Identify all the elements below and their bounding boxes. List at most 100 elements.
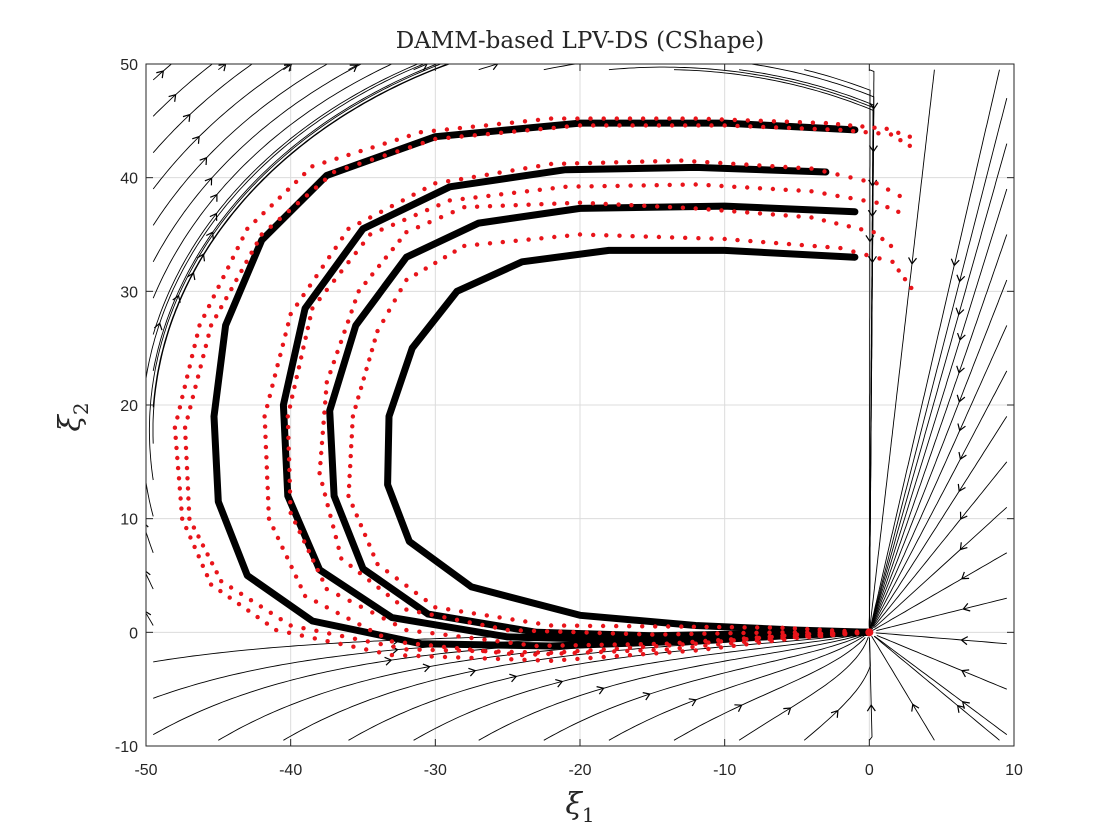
demonstration-point [885,205,890,210]
demonstration-point [379,227,384,232]
demonstration-point [460,196,465,202]
streamline [868,637,873,741]
demonstration-point [416,653,421,659]
demonstration-point [319,440,325,446]
demonstration-point [505,627,510,633]
demonstration-point [693,206,698,211]
demonstration-point [588,116,593,121]
demonstration-point [679,624,684,629]
demonstration-point [552,234,557,240]
streamline-arrow [204,177,213,186]
demonstration-point [278,617,283,622]
streamline [804,69,871,628]
demonstration-point [208,323,214,328]
demonstration-point [615,183,620,189]
demonstration-point [423,266,428,271]
demonstration-point [498,130,504,135]
demonstration-point [735,237,740,243]
demonstration-point [484,172,489,177]
demonstration-point [835,172,840,177]
demonstration-point [186,496,191,501]
demonstration-point [761,124,766,130]
demonstration-point [320,264,325,269]
demonstration-point [666,158,671,164]
demonstration-point [704,624,709,630]
demonstration-point [812,243,817,249]
demonstration-point [630,123,635,128]
streamline [873,635,1000,741]
demonstration-point [295,201,301,206]
demonstration-point [423,597,428,603]
demonstration-point [312,636,317,641]
demonstration-point [438,215,444,220]
demonstration-point [201,353,206,359]
demonstration-point [587,623,593,629]
demonstration-point [732,184,737,189]
streamline-arrow [468,667,477,677]
demonstration-point [313,185,319,190]
demonstration-point [442,255,448,260]
x-tick-label: -30 [424,762,447,779]
demonstration-point [402,640,408,645]
demonstration-point [285,187,291,192]
demonstration-point [677,645,682,651]
demonstration-point [474,242,480,247]
demonstration-point [307,316,313,321]
demonstration-point [577,123,583,128]
demonstration-point [667,116,672,121]
x-axis-subscript: 1 [582,803,595,827]
x-axis-symbol: ξ [565,787,583,822]
demonstration-point [270,383,275,388]
demonstration-point [175,455,180,461]
demonstration-point [265,403,270,409]
demonstration-point [324,287,329,293]
demonstration-point [278,352,283,358]
demonstration-point [433,136,438,142]
demonstration-point [572,650,577,656]
demonstration-point [575,116,580,121]
demonstration-point [394,576,399,581]
streamline [478,64,500,71]
demonstration-point [522,650,527,655]
demonstration-point [381,616,386,621]
demonstration-point [197,323,202,328]
demonstration-point [283,332,288,337]
demonstration-point [462,243,467,249]
streamline-arrow [642,692,651,701]
demonstration-point [298,584,303,589]
demonstration-point [320,430,325,435]
demonstration-point [859,227,864,232]
demonstration-point [185,476,190,481]
demonstration-point [264,465,269,470]
streamline [283,64,294,71]
demonstration-point [358,604,364,609]
demonstration-point [563,184,568,189]
demonstration-point [484,613,489,618]
demonstration-point [871,230,876,235]
demonstration-point [430,647,435,653]
demonstration-point [805,630,810,635]
demonstration-point [884,126,889,131]
demonstration-point [367,578,372,583]
x-tick-label: 0 [865,762,874,779]
demonstration-point [173,435,178,440]
demonstration-point [546,651,551,657]
demonstration-point [888,132,894,137]
streamline [876,634,1007,690]
demonstration-point [902,277,908,282]
demonstration-point [732,209,737,214]
demonstration-point [376,650,382,655]
demonstration-point [389,639,395,644]
demonstration-point [457,125,463,131]
demonstration-point [174,445,179,451]
streamline-arrow [961,669,970,678]
y-tick-label: 30 [120,284,138,301]
demonstration-point [264,455,269,460]
demonstration-point [324,586,329,592]
demonstration-point [353,404,358,410]
demonstration-point [664,641,669,646]
demonstration-point [601,654,606,660]
demonstration-point [602,183,607,189]
demonstration-point [767,630,772,635]
streamline [218,64,227,71]
